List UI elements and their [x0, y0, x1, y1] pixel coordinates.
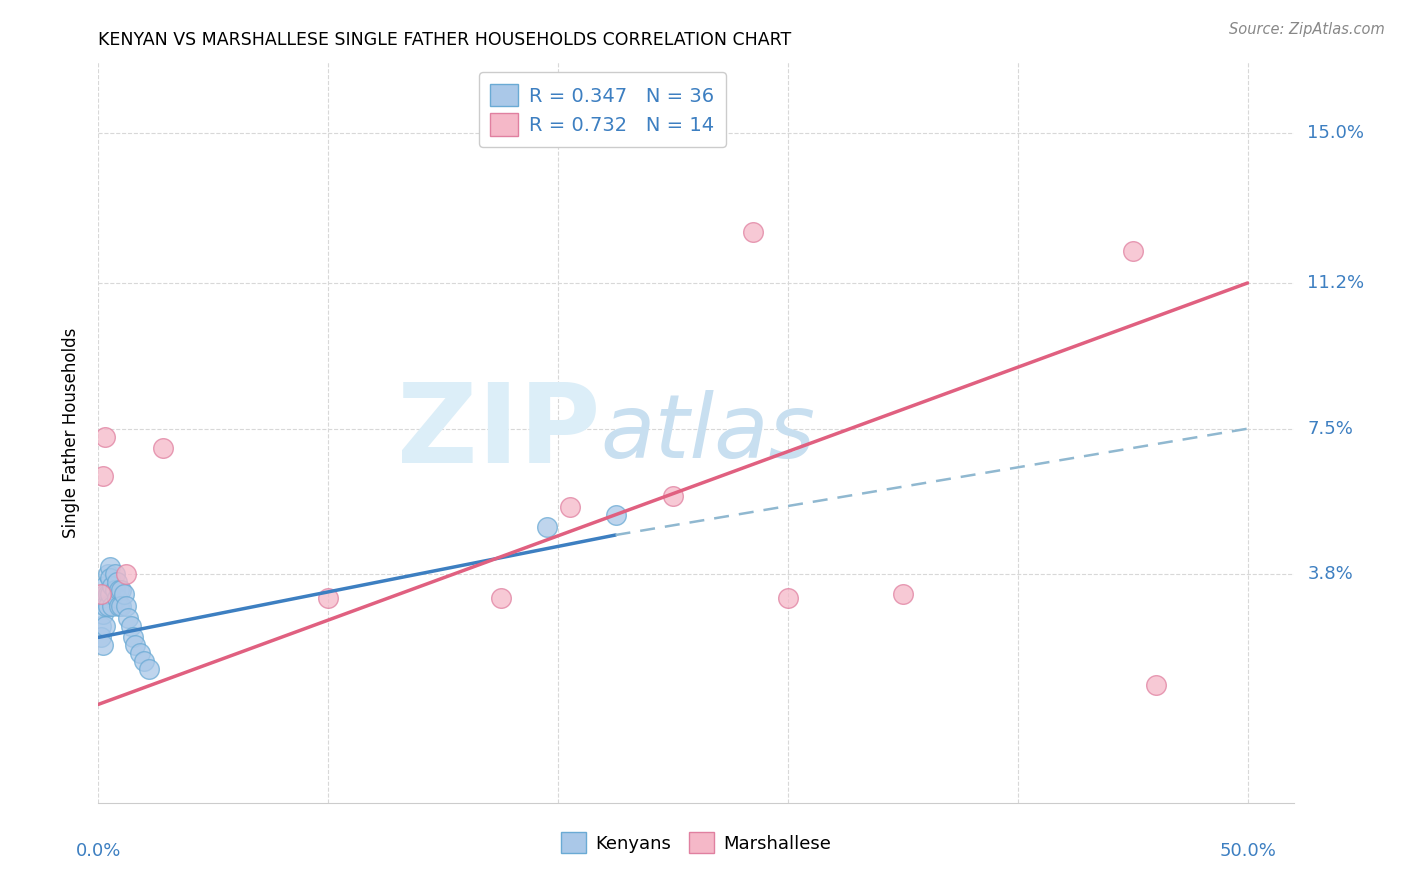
Point	[108, 599, 131, 613]
Point	[90, 587, 112, 601]
Text: atlas: atlas	[600, 390, 815, 475]
Point	[138, 662, 160, 676]
Point	[558, 500, 581, 515]
Point	[98, 571, 121, 585]
Text: Source: ZipAtlas.com: Source: ZipAtlas.com	[1229, 22, 1385, 37]
Y-axis label: Single Father Households: Single Father Households	[62, 327, 80, 538]
Point	[1144, 678, 1167, 692]
Point	[536, 520, 558, 534]
Point	[103, 583, 125, 598]
Point	[662, 489, 685, 503]
Point	[90, 631, 112, 645]
Text: 11.2%: 11.2%	[1308, 274, 1365, 292]
Text: 3.8%: 3.8%	[1308, 566, 1353, 583]
Point	[110, 599, 132, 613]
Point	[101, 579, 124, 593]
Point	[134, 654, 156, 668]
Point	[94, 618, 117, 632]
Text: 15.0%: 15.0%	[1308, 124, 1364, 143]
Text: KENYAN VS MARSHALLESE SINGLE FATHER HOUSEHOLDS CORRELATION CHART: KENYAN VS MARSHALLESE SINGLE FATHER HOUS…	[98, 31, 792, 49]
Text: 0.0%: 0.0%	[76, 842, 121, 860]
Point	[91, 469, 114, 483]
Point	[115, 599, 138, 613]
Point	[605, 508, 627, 523]
Point	[128, 646, 150, 660]
Point	[742, 225, 765, 239]
Point	[112, 587, 135, 601]
Point	[1122, 244, 1144, 259]
Point	[98, 559, 121, 574]
Point	[124, 638, 146, 652]
Point	[117, 610, 139, 624]
Point	[103, 567, 125, 582]
Point	[105, 575, 128, 590]
Point	[97, 567, 120, 582]
Point	[891, 587, 914, 601]
Point	[101, 599, 124, 613]
Text: 7.5%: 7.5%	[1308, 419, 1354, 438]
Point	[776, 591, 799, 605]
Point	[91, 607, 114, 621]
Point	[91, 638, 114, 652]
Point	[94, 429, 117, 443]
Point	[94, 599, 117, 613]
Point	[316, 591, 339, 605]
Point	[108, 583, 131, 598]
Point	[105, 591, 128, 605]
Point	[122, 631, 145, 645]
Legend: Kenyans, Marshallese: Kenyans, Marshallese	[554, 825, 838, 861]
Point	[120, 618, 142, 632]
Point	[110, 583, 132, 598]
Text: 50.0%: 50.0%	[1219, 842, 1277, 860]
Point	[152, 442, 174, 456]
Point	[489, 591, 512, 605]
Point	[94, 587, 117, 601]
Point	[115, 567, 138, 582]
Point	[94, 579, 117, 593]
Point	[90, 618, 112, 632]
Point	[91, 591, 114, 605]
Point	[97, 599, 120, 613]
Text: ZIP: ZIP	[396, 379, 600, 486]
Point	[98, 587, 121, 601]
Point	[97, 587, 120, 601]
